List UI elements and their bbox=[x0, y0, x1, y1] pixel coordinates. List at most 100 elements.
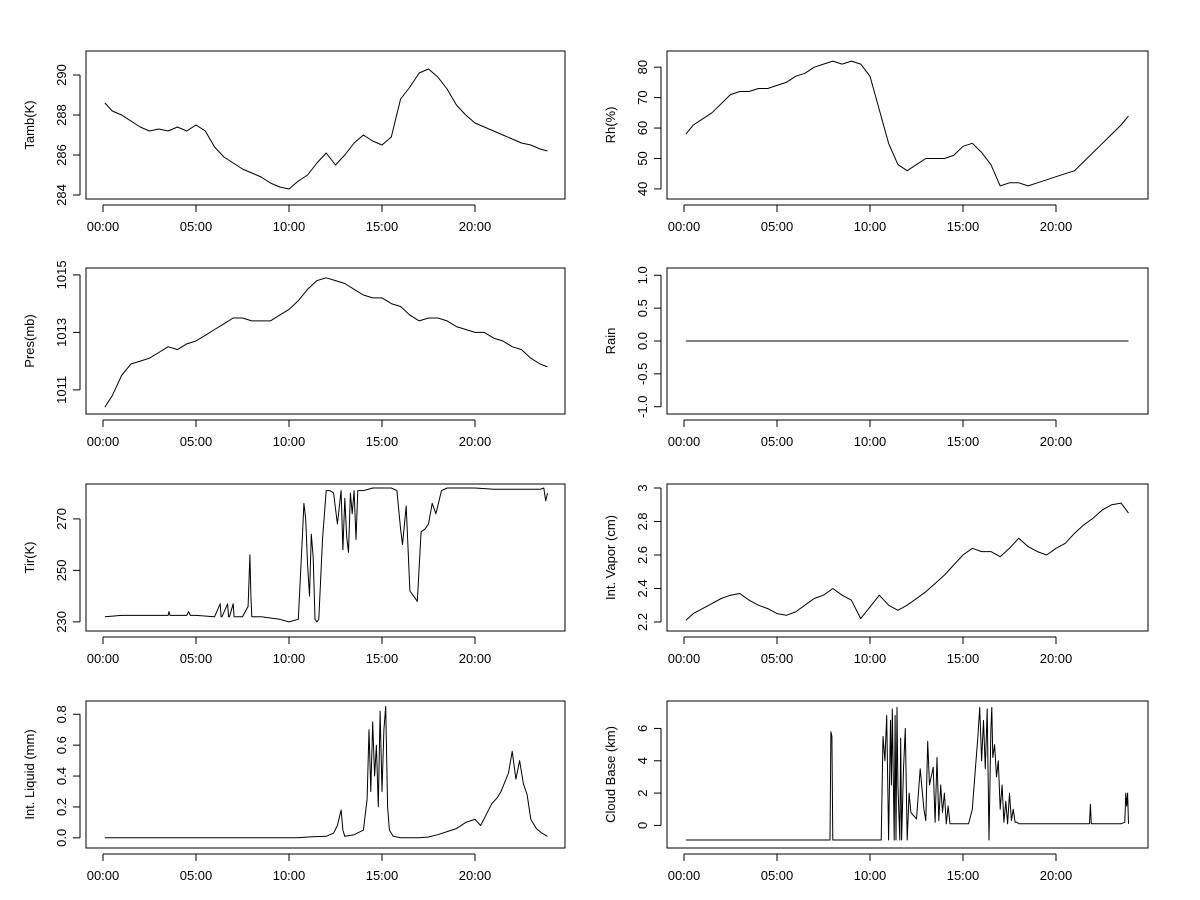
x-tick-label: 15:00 bbox=[366, 434, 399, 449]
x-tick-label: 10:00 bbox=[854, 434, 887, 449]
y-tick-label: 80 bbox=[635, 60, 650, 74]
x-tick-label: 20:00 bbox=[459, 868, 492, 883]
series-line bbox=[104, 706, 548, 839]
series-line bbox=[104, 277, 548, 408]
chart-panel: 00:00 05:00 10:00 15:00 20:00 40 50 60 70 80 Rh(%) bbox=[603, 50, 1149, 234]
y-tick-label: 288 bbox=[54, 104, 69, 126]
x-tick-label: 05:00 bbox=[761, 868, 794, 883]
y-tick-label: 60 bbox=[635, 121, 650, 135]
y-tick-label: 3 bbox=[635, 484, 650, 491]
x-tick-label: 00:00 bbox=[87, 434, 120, 449]
y-tick-label: 250 bbox=[54, 560, 69, 582]
y-tick-label: -1.0 bbox=[635, 396, 650, 418]
x-tick-label: 00:00 bbox=[87, 651, 120, 666]
y-tick-label: 0.8 bbox=[54, 705, 69, 723]
y-tick-label: -0.5 bbox=[635, 363, 650, 385]
chart-panel: 00:00 05:00 10:00 15:00 20:00 2.2 2.4 2.6 2.8 3 In… bbox=[603, 483, 1149, 666]
y-axis-label: Rh(%) bbox=[603, 107, 618, 144]
x-tick-label: 05:00 bbox=[180, 868, 213, 883]
plot-frame bbox=[666, 700, 1149, 849]
y-tick-label: 290 bbox=[54, 64, 69, 86]
y-axis-label: Int. Liquid (mm) bbox=[22, 729, 37, 819]
chart-panel: 00:00 05:00 10:00 15:00 20:00 0.0 0.2 0.4 0.6 0.8… bbox=[22, 700, 566, 883]
y-axis-label: Tamb(K) bbox=[22, 100, 37, 149]
x-tick-label: 00:00 bbox=[668, 868, 701, 883]
y-axis-label: Rain bbox=[603, 328, 618, 355]
x-tick-label: 10:00 bbox=[854, 219, 887, 234]
series-line bbox=[685, 706, 1129, 841]
y-tick-label: 2.2 bbox=[635, 613, 650, 631]
series-line bbox=[685, 60, 1129, 187]
x-tick-label: 10:00 bbox=[273, 434, 306, 449]
y-axis-label: Int. Vapor (cm) bbox=[603, 515, 618, 600]
y-tick-label: 1015 bbox=[54, 260, 69, 289]
x-tick-label: 15:00 bbox=[947, 219, 980, 234]
plot-frame bbox=[666, 483, 1149, 632]
x-tick-label: 10:00 bbox=[854, 651, 887, 666]
y-tick-label: 2.6 bbox=[635, 546, 650, 564]
y-axis-label: Cloud Base (km) bbox=[603, 726, 618, 823]
x-tick-label: 10:00 bbox=[273, 651, 306, 666]
x-tick-label: 05:00 bbox=[180, 434, 213, 449]
y-tick-label: 40 bbox=[635, 182, 650, 196]
y-tick-label: 284 bbox=[54, 184, 69, 206]
y-tick-label: 0.0 bbox=[635, 332, 650, 350]
y-tick-label: 0.6 bbox=[54, 736, 69, 754]
y-tick-label: 0.5 bbox=[635, 299, 650, 317]
y-tick-label: 2.8 bbox=[635, 512, 650, 530]
x-tick-label: 15:00 bbox=[947, 868, 980, 883]
x-tick-label: 20:00 bbox=[1040, 868, 1073, 883]
x-tick-label: 00:00 bbox=[87, 868, 120, 883]
x-tick-label: 20:00 bbox=[459, 434, 492, 449]
y-tick-label: 1013 bbox=[54, 318, 69, 347]
x-tick-label: 20:00 bbox=[1040, 434, 1073, 449]
x-tick-label: 00:00 bbox=[668, 219, 701, 234]
y-tick-label: 270 bbox=[54, 508, 69, 530]
y-tick-label: 4 bbox=[635, 757, 650, 764]
x-tick-label: 20:00 bbox=[459, 651, 492, 666]
y-axis-label: Pres(mb) bbox=[22, 314, 37, 367]
y-tick-label: 230 bbox=[54, 611, 69, 633]
x-tick-label: 05:00 bbox=[761, 651, 794, 666]
x-tick-label: 15:00 bbox=[947, 434, 980, 449]
x-tick-label: 15:00 bbox=[366, 651, 399, 666]
x-tick-label: 15:00 bbox=[366, 219, 399, 234]
x-tick-label: 10:00 bbox=[854, 868, 887, 883]
y-tick-label: 70 bbox=[635, 90, 650, 104]
series-line bbox=[104, 487, 548, 623]
chart-panel: 00:00 05:00 10:00 15:00 20:00 230 250 270 Tir(K) bbox=[22, 483, 566, 666]
series-line bbox=[104, 68, 548, 190]
y-tick-label: 0.2 bbox=[54, 798, 69, 816]
y-tick-label: 286 bbox=[54, 144, 69, 166]
y-tick-label: 6 bbox=[635, 725, 650, 732]
plot-frame bbox=[666, 267, 1149, 415]
y-axis-label: Tir(K) bbox=[22, 541, 37, 573]
plot-frame bbox=[85, 267, 566, 415]
plot-frame bbox=[666, 50, 1149, 200]
chart-panel: 00:00 05:00 10:00 15:00 20:00 -1.0 -0.5 0.0 0.5 1… bbox=[603, 266, 1149, 449]
series-line bbox=[685, 502, 1129, 621]
plot-frame bbox=[85, 483, 566, 632]
x-tick-label: 15:00 bbox=[366, 868, 399, 883]
x-tick-label: 05:00 bbox=[180, 651, 213, 666]
chart-panel: 00:00 05:00 10:00 15:00 20:00 1011 1013 1015 Pre… bbox=[22, 260, 566, 449]
y-tick-label: 0.0 bbox=[54, 829, 69, 847]
chart-panel: 00:00 05:00 10:00 15:00 20:00 0 2 4 6 Cloud Base … bbox=[603, 700, 1149, 883]
x-tick-label: 00:00 bbox=[87, 219, 120, 234]
y-tick-label: 1011 bbox=[54, 376, 69, 404]
y-tick-label: 50 bbox=[635, 151, 650, 165]
x-tick-label: 00:00 bbox=[668, 651, 701, 666]
y-tick-label: 1.0 bbox=[635, 266, 650, 284]
plot-frame bbox=[85, 50, 566, 200]
x-tick-label: 00:00 bbox=[668, 434, 701, 449]
x-tick-label: 15:00 bbox=[947, 651, 980, 666]
x-tick-label: 05:00 bbox=[761, 434, 794, 449]
x-tick-label: 10:00 bbox=[273, 868, 306, 883]
x-tick-label: 10:00 bbox=[273, 219, 306, 234]
y-tick-label: 2.4 bbox=[635, 579, 650, 597]
x-tick-label: 20:00 bbox=[459, 219, 492, 234]
y-tick-label: 2 bbox=[635, 789, 650, 796]
x-tick-label: 20:00 bbox=[1040, 219, 1073, 234]
chart-panel: 00:00 05:00 10:00 15:00 20:00 284 286 288 290 Tam… bbox=[22, 50, 566, 234]
